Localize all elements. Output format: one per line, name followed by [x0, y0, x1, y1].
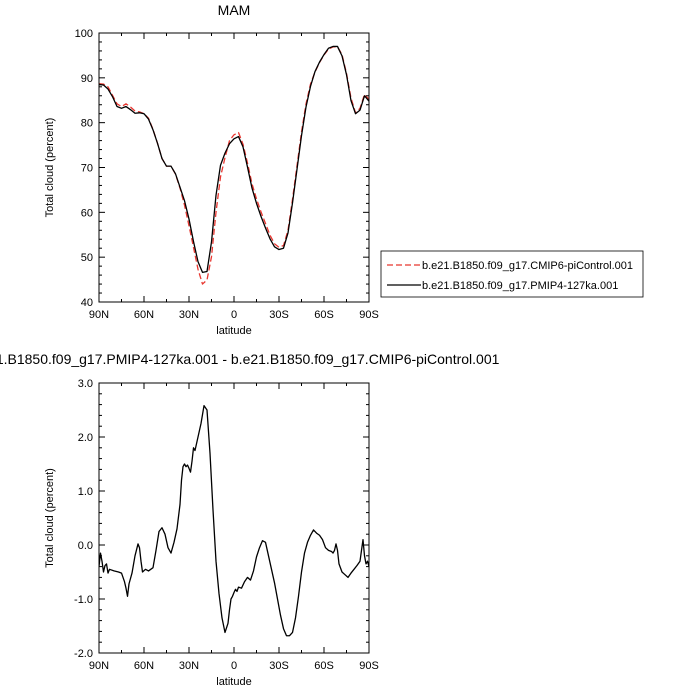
- y-tick-label: 1.0: [78, 486, 93, 498]
- x-tick-label: 30S: [269, 660, 289, 672]
- bottom-panel: 90N 60N 30N 0 30S 60S 90S -2.0 -1.0 0.0 1.0 2.0 3.0 b…: [0, 351, 500, 688]
- x-tick-label: 90N: [89, 309, 109, 321]
- plot-frame: [98, 32, 370, 303]
- legend: b.e21.B1850.f09_g17.CMIP6-piControl.001b…: [380, 250, 644, 298]
- series-line-2: [99, 45, 369, 274]
- y-tick-label: 90: [81, 73, 93, 85]
- x-tick-label: 60S: [314, 660, 334, 672]
- y-tick-label: 60: [81, 207, 93, 219]
- y-tick-label: 2.0: [78, 432, 93, 444]
- series-line-1: [99, 46, 369, 285]
- x-tick-label: 90S: [359, 660, 379, 672]
- x-tick-label: 0: [231, 309, 237, 321]
- x-tick-label: 60N: [134, 660, 154, 672]
- series-group: [99, 45, 369, 285]
- top-panel: 90N 60N 30N 0 30S 60S 90S 40 50 60 70 80 90 100 MAM lat…: [44, 2, 644, 337]
- y-tick-label: -2.0: [74, 648, 93, 660]
- plot-frame: [98, 382, 370, 654]
- chart-title: b.e21.B1850.f09_g17.PMIP4-127ka.001 - b.…: [0, 351, 500, 367]
- y-axis-title: Total cloud (percent): [44, 468, 56, 568]
- y-tick-label: 70: [81, 163, 93, 175]
- y-tick-label: 80: [81, 118, 93, 130]
- y-tick-label: -1.0: [74, 594, 93, 606]
- y-tick-label: 0.0: [78, 540, 93, 552]
- y-tick-label: 3.0: [78, 378, 93, 390]
- legend-label-1: b.e21.B1850.f09_g17.CMIP6-piControl.001: [422, 260, 633, 272]
- x-tick-label: 30N: [179, 660, 199, 672]
- x-axis-title: latitude: [216, 325, 251, 337]
- legend-label-2: b.e21.B1850.f09_g17.PMIP4-127ka.001: [422, 280, 618, 292]
- x-tick-label: 30N: [179, 309, 199, 321]
- x-tick-label: 30S: [269, 309, 289, 321]
- x-tick-label: 0: [231, 660, 237, 672]
- chart-title: MAM: [218, 2, 251, 18]
- y-tick-label: 100: [75, 28, 93, 40]
- x-axis-title: latitude: [216, 676, 251, 688]
- legend-box: [380, 250, 644, 298]
- series-group: [99, 405, 369, 637]
- series-line-1: [99, 405, 369, 637]
- y-tick-label: 40: [81, 297, 93, 309]
- y-axis-title: Total cloud (percent): [44, 118, 56, 218]
- x-tick-label: 60N: [134, 309, 154, 321]
- x-tick-label: 60S: [314, 309, 334, 321]
- y-tick-label: 50: [81, 252, 93, 264]
- x-tick-label: 90N: [89, 660, 109, 672]
- x-tick-label: 90S: [359, 309, 379, 321]
